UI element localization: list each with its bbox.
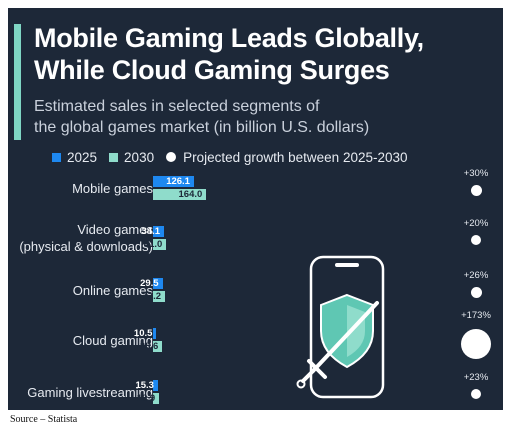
category-label-line: Mobile games [72,180,153,196]
growth-dot [471,235,481,245]
bar-value-label: 29.5 [140,278,159,289]
subtitle-line-2: the global games market (in billion U.S.… [34,119,370,136]
legend-label-growth: Projected growth between 2025-2030 [183,149,408,165]
growth-label: +30% [463,167,489,179]
bar-value-label: 34.1 [141,226,161,237]
category-label-line: (physical & downloads) [19,239,153,254]
bar-2030: 37.2 [143,291,166,302]
legend-growth-dot [166,152,177,162]
source-note: Source – Statista [10,414,78,425]
growth-dot [471,389,481,399]
category-label-line: Online games [72,282,153,298]
legend-swatch-2030 [109,152,119,162]
title-line-1: Mobile Gaming Leads Globally, [34,23,424,53]
category-label-line: Video games [77,222,153,237]
growth-dot [470,184,482,196]
bar-2025: 126.1 [153,176,194,187]
bar-2025: 15.3 [135,380,158,391]
chart-subtitle: Estimated sales in selected segments of … [34,96,494,138]
legend-item-2030: 2030 [109,150,154,165]
growth-dot [470,286,482,298]
bar-value-label: 10.5 [133,328,153,339]
legend-label-2025: 2025 [67,149,98,165]
bar-value-label: 41.0 [143,239,163,250]
bar-value-label: 164.0 [178,189,203,200]
growth-label: +26% [463,269,489,281]
category-label: Gaming livestreaming [27,384,153,401]
bar-2030: 18.9 [137,393,160,404]
bar-2025: 10.5 [134,328,157,339]
category-label: Online games [73,282,153,299]
title-line-2: While Cloud Gaming Surges [34,55,390,85]
growth-label: +173% [461,310,491,321]
growth-dot [461,329,491,359]
legend-item-growth: Projected growth between 2025-2030 [166,149,408,165]
bar-value-label: 126.1 [166,176,190,187]
category-label-line: Gaming livestreaming [27,384,153,400]
growth-label: +20% [463,218,489,229]
bar-value-label: 28.6 [139,341,159,352]
bar-2025: 29.5 [140,278,163,289]
infographic-card: Mobile Gaming Leads Globally, While Clou… [8,8,503,410]
legend: 2025 2030 Projected growth between 2025-… [52,148,420,166]
category-label: Video games (physical & downloads) [19,221,153,255]
subtitle-line-1: Estimated sales in selected segments of [34,98,320,115]
category-label: Mobile games [72,180,153,197]
bar-value-label: 15.3 [135,380,154,391]
legend-item-2025: 2025 [52,150,97,165]
legend-swatch-2025 [52,152,61,162]
growth-label: +23% [463,372,489,383]
bar-2030: 164.0 [153,189,207,200]
bar-2030: 41.0 [144,239,167,250]
chart-title: Mobile Gaming Leads Globally, While Clou… [34,22,499,86]
bar-2025: 34.1 [142,226,165,237]
category-label: Cloud gaming [73,332,153,349]
bar-value-label: 37.2 [142,291,162,302]
accent-bar [14,24,21,140]
phone-shield-sword-icon [296,255,385,399]
category-label-line: Cloud gaming [72,332,153,348]
bar-value-label: 18.9 [136,393,156,404]
bar-2030: 28.6 [140,341,163,352]
legend-label-2030: 2030 [124,149,155,165]
